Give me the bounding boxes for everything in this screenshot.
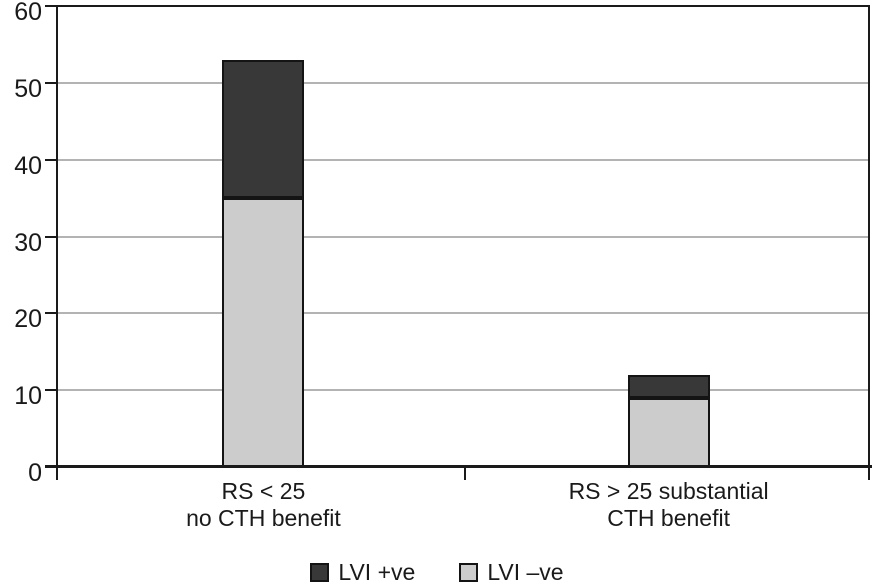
bar-segment-cat1-lvi-negative: [222, 198, 305, 467]
category-label-line: RS > 25 substantial: [568, 478, 769, 504]
legend-entry-2: LVI –ve: [459, 558, 564, 585]
category-label-line: RS < 25: [221, 478, 306, 504]
y-axis-tick-20: [45, 312, 57, 315]
legend-swatch-icon: [459, 562, 479, 582]
y-axis-tick-label-50: 50: [14, 74, 42, 103]
y-axis-tick-label-60: 60: [14, 0, 42, 26]
y-axis-tick-50: [45, 81, 57, 84]
plot-top-border: [56, 5, 870, 7]
legend-entry-1: LVI +ve: [310, 558, 416, 585]
y-axis-tick-label-40: 40: [14, 151, 42, 180]
y-axis-tick-30: [45, 235, 57, 238]
gridline-10: [58, 389, 868, 392]
y-axis-tick-label-0: 0: [28, 459, 42, 487]
bar-segment-cat1-lvi-positive: [222, 59, 305, 199]
y-axis-tick-label-10: 10: [14, 382, 42, 411]
y-axis-tick-label-20: 20: [14, 305, 42, 334]
y-axis-tick-label-30: 30: [14, 228, 42, 257]
gridline-30: [58, 235, 868, 238]
legend-swatch-icon: [310, 562, 330, 582]
bar-segment-cat2-lvi-negative: [627, 397, 710, 467]
x-axis-category-label-2: RS > 25 substantial CTH benefit: [499, 478, 839, 532]
legend: LVI +ve LVI –ve: [0, 558, 874, 586]
y-axis-tick-0: [45, 466, 57, 468]
x-axis-category-label-1: RS < 25 no CTH benefit: [93, 478, 433, 532]
category-label-line: no CTH benefit: [186, 505, 341, 531]
plot-right-border: [868, 5, 870, 480]
x-axis-line: [45, 465, 872, 468]
legend-label: LVI –ve: [487, 558, 564, 585]
gridline-20: [58, 312, 868, 315]
bar-segment-cat2-lvi-positive: [627, 374, 710, 398]
y-axis-line: [56, 5, 58, 480]
y-axis-tick-40: [45, 158, 57, 161]
y-axis-tick-10: [45, 389, 57, 392]
gridline-50: [58, 81, 868, 84]
y-axis-tick-60: [45, 5, 57, 7]
gridline-40: [58, 158, 868, 161]
x-axis-middle-tick: [464, 468, 466, 480]
category-label-line: CTH benefit: [607, 505, 730, 531]
legend-label: LVI +ve: [338, 558, 416, 585]
